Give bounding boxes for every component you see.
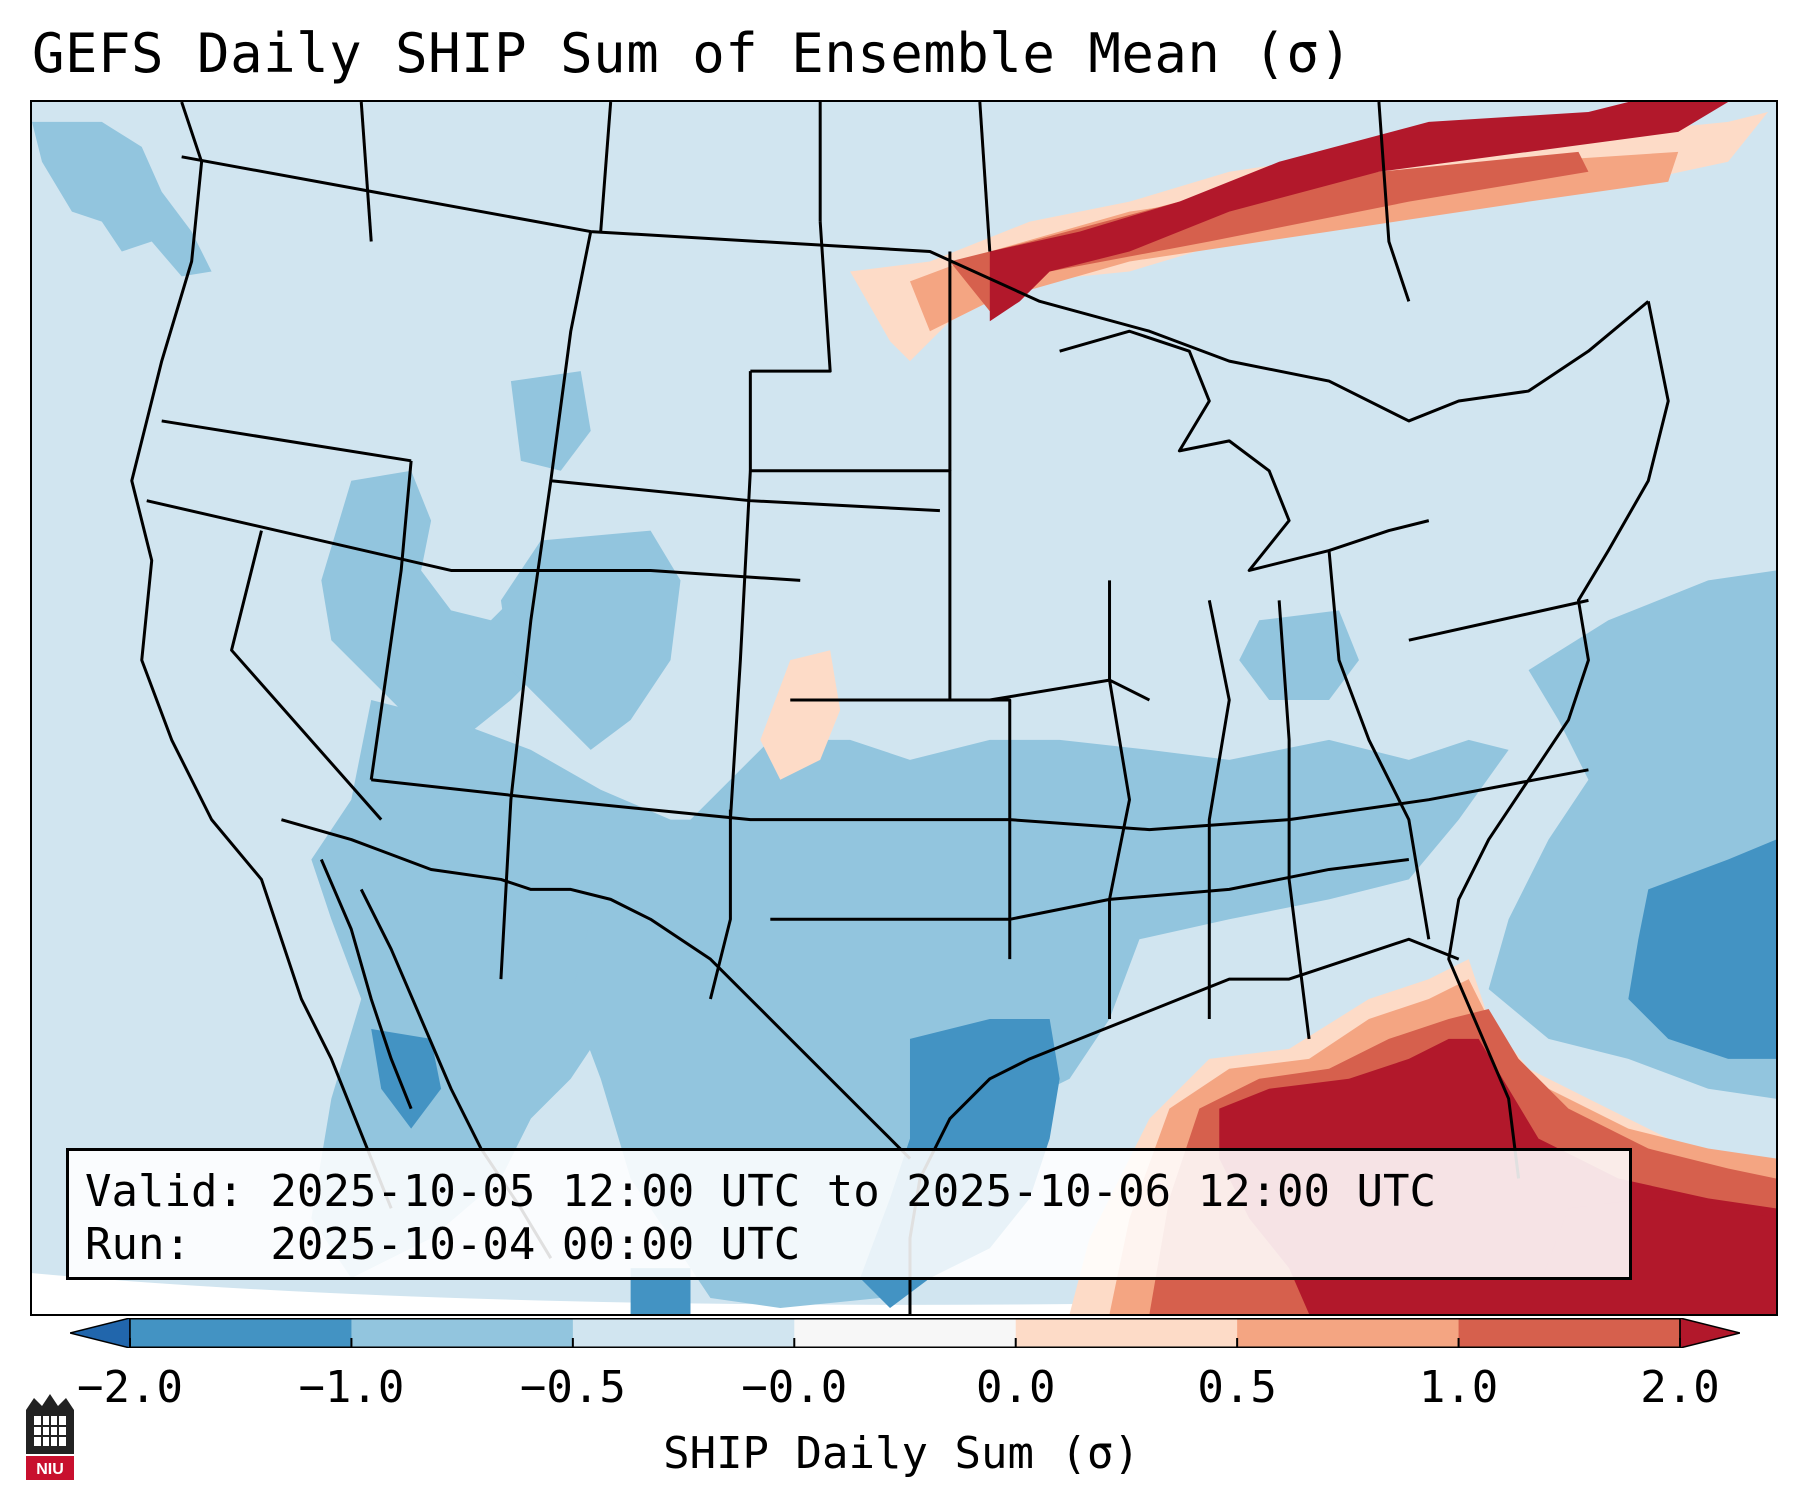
state-line-3: [369, 460, 413, 780]
colorbar-over-extend: [1679, 1318, 1740, 1348]
colorbar-segment-6: [1458, 1318, 1681, 1348]
colorbar-segment-1: [351, 1318, 574, 1348]
colorbar-tick-label: −2.0: [77, 1362, 183, 1413]
colorbar-segment-3: [794, 1318, 1017, 1348]
state-line-13: [790, 678, 1151, 702]
colorbar-label: SHIP Daily Sum (σ): [663, 1428, 1140, 1479]
colorbar-tick-label: 1.0: [1418, 1362, 1499, 1413]
us-east-coast: [1447, 301, 1670, 1179]
svg-text:NIU: NIU: [36, 1461, 64, 1478]
state-line-2: [146, 499, 801, 582]
colorbar-segment-2: [572, 1318, 795, 1348]
state-line-4: [230, 530, 383, 821]
colorbar-segment-4: [1015, 1318, 1238, 1348]
valid-time-text: Valid: 2025-10-05 12:00 UTC to 2025-10-0…: [85, 1166, 1437, 1217]
state-line-25: [1377, 102, 1411, 302]
map-title: GEFS Daily SHIP Sum of Ensemble Mean (σ): [32, 22, 1353, 85]
colorbar-tick-label: −0.0: [741, 1362, 848, 1413]
state-line-5: [371, 768, 1589, 832]
canada-medium-red: [909, 151, 1679, 332]
state-line-10: [748, 371, 952, 571]
western-atlantic-anomaly: [1628, 839, 1776, 1059]
run-time-text: Run: 2025-10-04 00:00 UTC: [85, 1219, 801, 1270]
state-line-9: [549, 231, 940, 513]
kansas-oklahoma-anomaly: [760, 650, 841, 780]
state-line-22: [599, 102, 613, 232]
state-line-21: [978, 102, 992, 252]
state-line-24: [359, 102, 373, 242]
colorbar-segment-5: [1237, 1318, 1460, 1348]
state-line-12: [948, 570, 1012, 960]
colorbar-outline: [129, 1318, 1681, 1348]
colorbar-tick-label: 2.0: [1640, 1362, 1720, 1413]
colorbar-segment-0: [130, 1318, 352, 1348]
state-line-20: [750, 221, 832, 373]
us-canada-border: [181, 155, 1650, 423]
wyoming-anomaly: [510, 371, 591, 471]
state-line-16: [1207, 600, 1231, 1019]
colorbar-under-extend: [70, 1318, 131, 1348]
colorbar-tick-label: −0.5: [519, 1362, 626, 1413]
great-lakes-outline: [1059, 329, 1430, 572]
map-canvas: [32, 102, 1776, 1314]
ohio-valley-anomaly: [1239, 610, 1359, 701]
state-line-14: [770, 858, 1410, 921]
state-line-8: [708, 809, 732, 1000]
state-line-1: [161, 419, 412, 463]
state-line-7: [728, 470, 752, 820]
state-line-17: [1277, 600, 1311, 1040]
state-line-18: [1327, 550, 1431, 940]
us-west-coast: [130, 102, 393, 1209]
mexico-border: [281, 818, 912, 1160]
colorbar: [70, 1318, 1740, 1348]
baja-peninsula: [319, 858, 413, 1110]
colorbar-tick-label: 0.5: [1197, 1362, 1277, 1413]
political-boundaries: [130, 102, 1670, 1314]
colorbar-tick-label: 0.0: [975, 1362, 1056, 1413]
colorbar-tick-label: −1.0: [298, 1362, 405, 1413]
state-line-15: [1108, 580, 1131, 1019]
canada-coral: [949, 151, 1589, 312]
valid-run-info-box: Valid: 2025-10-05 12:00 UTC to 2025-10-0…: [66, 1148, 1632, 1280]
pacific-northwest-anomaly: [32, 121, 212, 277]
colorado-anomaly: [500, 530, 681, 750]
map-frame: [30, 100, 1778, 1316]
state-line-19: [1408, 598, 1589, 642]
niu-logo: NIU: [26, 1394, 74, 1480]
southern-canada-anomaly: [989, 102, 1729, 322]
state-line-6: [499, 480, 553, 980]
